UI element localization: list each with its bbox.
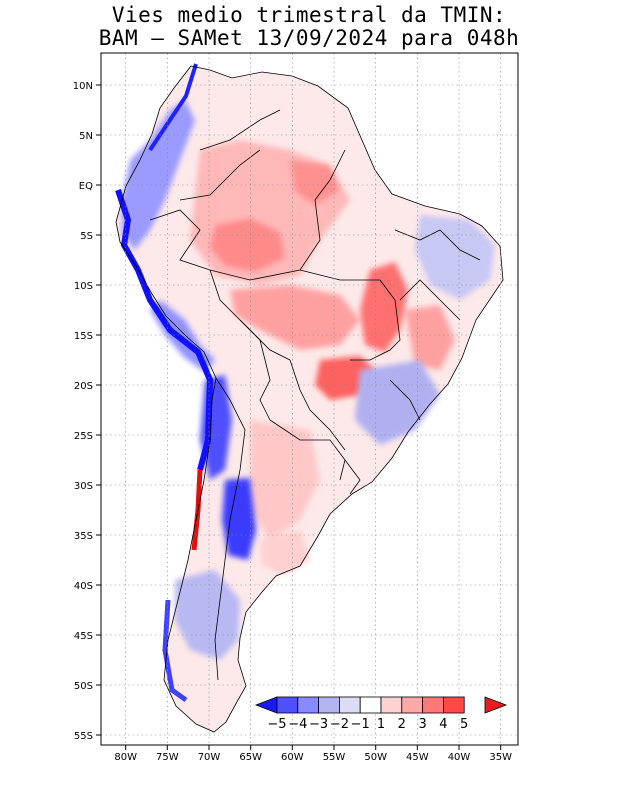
colorbar-cell [359,696,382,714]
lat-label: 30S [74,481,93,492]
lon-label: 35W [489,752,512,763]
bias-region-pampas [260,530,310,575]
colorbar-label: −3 [309,717,328,732]
latitude-labels: 10N 5N EQ 5S 10S 15S 20S 25S 30S 35S 40S… [73,81,93,742]
bias-region-south [250,420,320,540]
map-title-line-1: Vies medio trimestral da TMIN: [111,3,507,27]
bias-region-central-brazil [360,262,408,352]
lat-label: 5N [79,131,93,142]
colorbar-legend: −5 −4 −3 −2 −1 1 2 3 4 5 [254,696,508,732]
colorbar-label: 5 [460,717,468,732]
colorbar-cell [422,696,444,714]
lon-label: 65W [239,752,262,763]
lon-label: 40W [448,752,471,763]
lon-label: 60W [281,752,304,763]
bias-region-cuyo [222,478,256,560]
bias-region-east-brazil [405,305,455,370]
lat-label: 55S [74,731,93,742]
bias-region-amazon-core [210,218,285,272]
colorbar-label: 4 [439,717,447,732]
lat-label: 10N [73,81,93,92]
lat-label: 50S [74,681,93,692]
colorbar-label: 2 [398,717,406,732]
lat-label: 45S [74,631,93,642]
colorbar-cell [338,696,361,714]
colorbar-label: −2 [330,717,349,732]
bias-band-chile-south [162,599,188,703]
lat-label: 15S [74,331,93,342]
bias-region-andes-north [122,100,195,250]
lon-label: 55W [323,752,346,763]
bias-region-patagonia [175,570,240,660]
lon-label: 70W [198,752,221,763]
colorbar-cell [297,696,319,714]
bias-region-north-amazon [290,160,340,205]
colorbar-label: −4 [288,717,307,732]
colorbar-label: 3 [418,717,426,732]
lon-label: 45W [406,752,429,763]
lat-label: 40S [74,581,93,592]
colorbar-cell [276,696,299,714]
map-frame [100,52,519,746]
lat-label: EQ [79,181,93,192]
bias-region-northeast [415,215,495,300]
lon-label: 50W [364,752,387,763]
lon-label: 75W [156,752,179,763]
lat-label: 5S [80,231,93,242]
bias-region-mato-grosso [230,285,360,350]
colorbar-cell [442,696,465,714]
lat-label: 35S [74,531,93,542]
colorbar-max-arrow [484,696,508,714]
colorbar-label: 1 [377,717,385,732]
bias-region-southeast [355,360,440,445]
country-borders [115,65,504,733]
colorbar-cell [401,696,423,714]
colorbar-cell [318,696,340,714]
lat-label: 25S [74,431,93,442]
map-title-line-2: BAM – SAMet 13/09/2024 para 048h [98,26,520,50]
axis-ticks [96,84,502,750]
colorbar-label: −5 [267,717,286,732]
lon-label: 80W [114,752,137,763]
lat-label: 20S [74,381,93,392]
longitude-labels: 80W 75W 70W 65W 60W 55W 50W 45W 40W 35W [114,752,512,763]
colorbar-cell [380,696,403,714]
map-gridlines [101,53,518,745]
lat-label: 10S [74,281,93,292]
colorbar-label: −1 [351,717,370,732]
